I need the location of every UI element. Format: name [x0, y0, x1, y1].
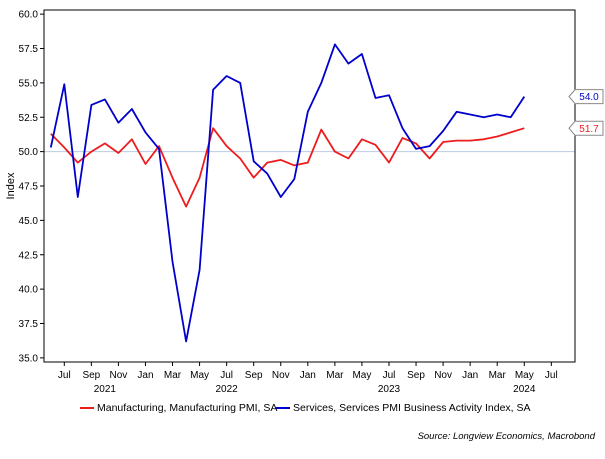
- x-tick-label: Jul: [58, 370, 71, 381]
- x-tick-label: Mar: [489, 370, 507, 381]
- x-tick-label: Mar: [326, 370, 344, 381]
- x-tick-label: Jul: [545, 370, 558, 381]
- x-tick-label: Jul: [383, 370, 396, 381]
- chart-legend: Manufacturing, Manufacturing PMI, SA Ser…: [0, 402, 605, 418]
- legend-label-manufacturing: Manufacturing, Manufacturing PMI, SA: [97, 402, 278, 414]
- series-line-manufacturing: [50, 127, 525, 208]
- x-tick-label: Nov: [110, 370, 128, 381]
- plot-frame: [43, 9, 576, 363]
- x-tick-label: May: [352, 370, 371, 381]
- y-tick-label: 52.5: [19, 113, 39, 124]
- end-value-label-services: 54.0: [579, 92, 599, 103]
- legend-item-services: Services, Services PMI Business Activity…: [276, 402, 531, 414]
- x-tick-label: May: [515, 370, 534, 381]
- x-tick-label: Jul: [220, 370, 233, 381]
- y-tick-label: 42.5: [19, 250, 39, 261]
- legend-item-manufacturing: Manufacturing, Manufacturing PMI, SA: [80, 402, 277, 414]
- x-tick-label: Sep: [245, 370, 263, 381]
- x-tick-label: Jan: [300, 370, 316, 381]
- y-axis-title: Index: [5, 172, 17, 199]
- end-label-box-services: [568, 89, 604, 105]
- y-tick-label: 50.0: [19, 147, 39, 158]
- y-tick-label: 45.0: [19, 216, 39, 227]
- legend-swatch-manufacturing: [80, 407, 94, 409]
- legend-swatch-services: [276, 407, 290, 409]
- y-tick-label: 40.0: [19, 285, 39, 296]
- series-line-services: [49, 43, 526, 343]
- x-year-label: 2022: [216, 384, 239, 395]
- end-value-label-manufacturing: 51.7: [579, 124, 599, 135]
- x-tick-label: Nov: [434, 370, 452, 381]
- y-tick-label: 55.0: [19, 78, 39, 89]
- y-tick-label: 47.5: [19, 182, 39, 193]
- chart-source-note: Source: Longview Economics, Macrobond: [417, 431, 595, 442]
- x-tick-label: Sep: [82, 370, 100, 381]
- x-year-label: 2021: [94, 384, 117, 395]
- y-tick-label: 37.5: [19, 319, 39, 330]
- x-tick-label: Nov: [272, 370, 290, 381]
- x-tick-label: May: [190, 370, 209, 381]
- x-year-label: 2023: [378, 384, 401, 395]
- y-tick-label: 57.5: [19, 44, 39, 55]
- x-tick-label: Jan: [462, 370, 478, 381]
- y-tick-label: 35.0: [19, 353, 39, 364]
- x-year-label: 2024: [513, 384, 536, 395]
- x-tick-label: Jan: [137, 370, 153, 381]
- legend-label-services: Services, Services PMI Business Activity…: [293, 402, 531, 414]
- end-label-box-manufacturing: [568, 120, 604, 136]
- x-tick-label: Mar: [164, 370, 182, 381]
- y-tick-label: 60.0: [19, 10, 39, 21]
- x-tick-label: Sep: [407, 370, 425, 381]
